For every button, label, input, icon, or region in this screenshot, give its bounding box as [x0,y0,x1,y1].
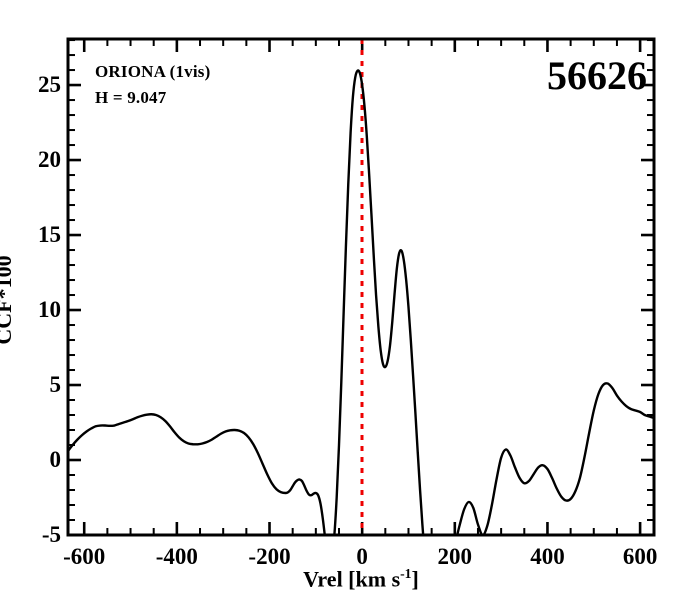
x-axis-title-superscript: -1 [400,566,412,581]
y-tick-label: -5 [41,522,61,547]
x-tick-label: -200 [248,544,291,569]
annotation-epoch-number: 56626 [547,53,647,98]
x-tick-label: 400 [530,544,565,569]
y-tick-label: 15 [38,222,61,248]
y-tick-label: 25 [38,72,61,98]
x-axis-title: Vrel [km s-1] [303,566,419,592]
x-axis-title-main: Vrel [km s [303,566,401,592]
annotation-star-name: ORIONA (1vis) [95,62,211,81]
x-tick-label: -400 [155,544,198,569]
x-tick-label: 200 [437,544,473,569]
x-tick-label: 600 [622,544,658,569]
y-tick-label: 10 [38,297,61,323]
y-axis-title: CCF*100 [0,255,16,345]
y-tick-label: 20 [38,147,61,173]
plot-frame [66,37,656,537]
ccf-curve [68,69,654,535]
x-tick-label: -600 [63,544,106,569]
x-axis-title-bracket: ] [411,566,419,592]
x-tick-label: 0 [356,544,368,569]
y-tick-label: 0 [49,447,62,472]
y-tick-label: 5 [49,372,62,397]
annotation-hmag: H = 9.047 [95,88,167,107]
